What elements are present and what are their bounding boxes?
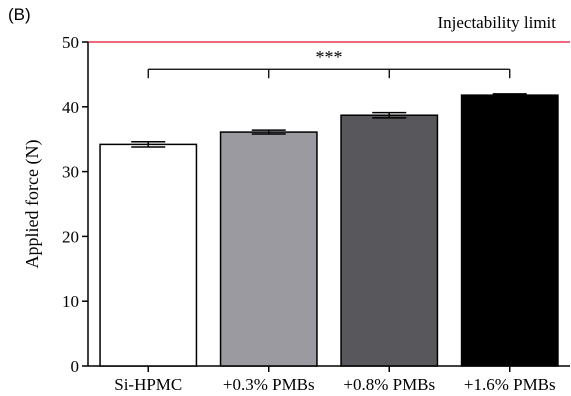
y-tick-label: 10: [62, 292, 79, 311]
x-axis: Si-HPMC +0.3% PMBs +0.8% PMBs +1.6% PMBs: [114, 366, 556, 394]
x-tick-label: +0.8% PMBs: [343, 375, 435, 394]
significance-label: ***: [316, 47, 343, 67]
panel-label: (B): [8, 5, 31, 24]
y-tick-label: 50: [62, 33, 79, 52]
y-tick-label: 0: [71, 357, 80, 376]
bar: [99, 143, 198, 367]
y-axis-label: Applied force (N): [22, 140, 43, 269]
significance-bracket: ***: [147, 47, 511, 79]
y-tick-label: 20: [62, 227, 79, 246]
reference-line-label: Injectability limit: [437, 13, 556, 32]
y-tick-label: 40: [62, 98, 79, 117]
y-axis: 0 10 20 30 40 50 Applied force (N): [22, 33, 89, 376]
bar: [219, 131, 318, 367]
bar: [340, 114, 439, 367]
bars-group: [99, 93, 559, 367]
bar: [460, 94, 559, 367]
x-tick-label: +1.6% PMBs: [464, 375, 556, 394]
y-tick-label: 30: [62, 163, 79, 182]
x-tick-label: +0.3% PMBs: [223, 375, 315, 394]
x-tick-label: Si-HPMC: [114, 375, 182, 394]
